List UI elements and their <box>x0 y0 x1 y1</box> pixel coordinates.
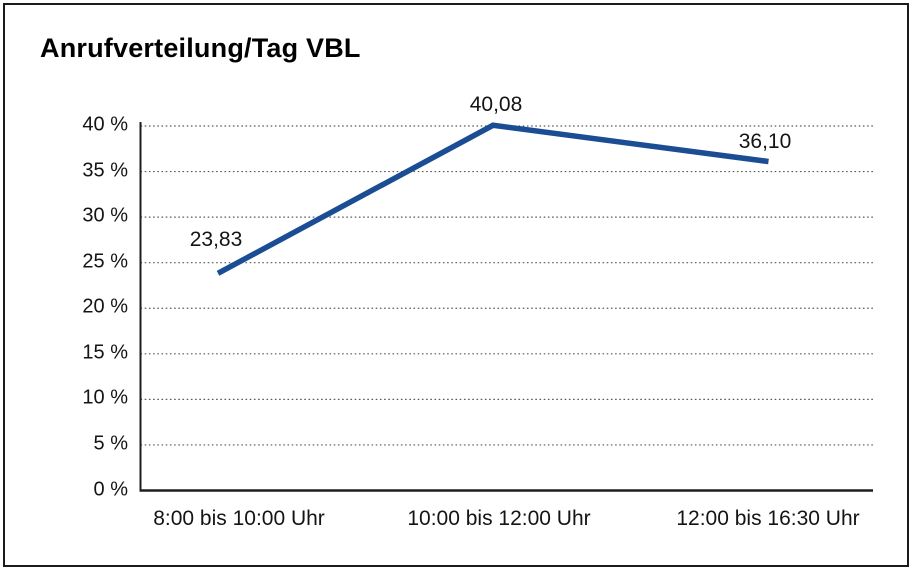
gridlines <box>140 125 873 446</box>
y-tick-label: 5 % <box>93 432 128 455</box>
data-point-label: 36,10 <box>738 130 792 153</box>
y-tick-label: 20 % <box>82 295 128 318</box>
x-category-label: 8:00 bis 10:00 Uhr <box>153 507 325 530</box>
y-tick-label: 15 % <box>82 341 128 364</box>
y-tick-label: 35 % <box>82 159 128 182</box>
chart-title: Anrufverteilung/Tag VBL <box>40 33 361 63</box>
data-point-label: 23,83 <box>189 228 243 251</box>
y-tick-label: 10 % <box>82 386 128 409</box>
y-tick-label: 30 % <box>82 204 128 227</box>
y-tick-label: 0 % <box>93 478 128 501</box>
chart-frame <box>3 3 909 567</box>
x-category-label: 10:00 bis 12:00 Uhr <box>407 507 591 530</box>
y-tick-label: 40 % <box>82 113 128 136</box>
series-line <box>216 122 769 276</box>
data-point-label: 40,08 <box>469 93 523 116</box>
x-category-label: 12:00 bis 16:30 Uhr <box>676 507 860 530</box>
y-tick-label: 25 % <box>82 250 128 273</box>
